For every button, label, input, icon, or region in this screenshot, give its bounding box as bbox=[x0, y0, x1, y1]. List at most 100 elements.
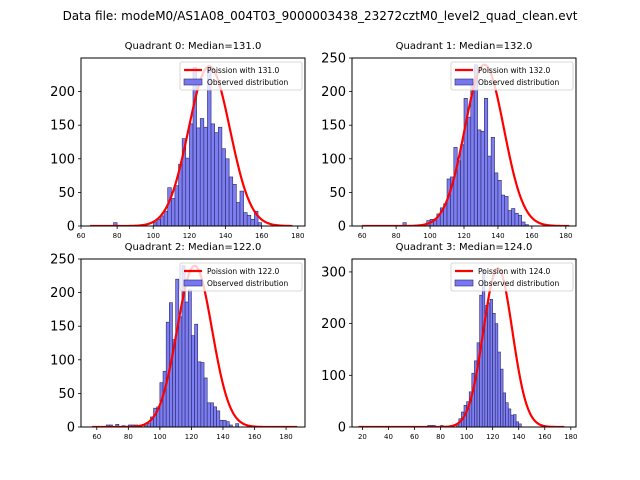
subplot-title: Quadrant 0: Median=131.0 bbox=[125, 41, 262, 52]
histogram-bar bbox=[197, 361, 202, 427]
x-tick-label: 40 bbox=[384, 433, 393, 441]
histogram-bar bbox=[507, 408, 512, 427]
histogram-bar bbox=[500, 368, 504, 427]
y-tick-label: 150 bbox=[50, 320, 75, 335]
x-tick-label: 80 bbox=[113, 232, 122, 240]
histogram-bar bbox=[515, 421, 519, 427]
legend-box bbox=[179, 262, 303, 292]
histogram-bar bbox=[511, 208, 516, 226]
histogram-bar bbox=[207, 67, 212, 226]
x-tick-label: 160 bbox=[255, 232, 268, 240]
y-tick-label: 50 bbox=[329, 186, 346, 201]
subplot-quadrant-3: Quadrant 3: Median=124.0 20 40 60 80 100 120 14… bbox=[321, 242, 577, 441]
legend-bar-swatch bbox=[183, 279, 203, 287]
histogram-bar bbox=[162, 370, 167, 427]
y-tick-label: 150 bbox=[321, 119, 346, 134]
histogram-bar bbox=[236, 202, 241, 226]
histogram-bar bbox=[513, 414, 517, 427]
subplot-quadrant-1: Quadrant 1: Median=132.0 60 80 100 120 140 160… bbox=[321, 41, 577, 240]
x-tick-label: 100 bbox=[153, 433, 166, 441]
legend-line-label: Poission with 122.0 bbox=[207, 267, 280, 276]
legend: Poission with 132.0 Observed distribution bbox=[450, 61, 574, 91]
histogram-bar bbox=[206, 402, 211, 427]
x-tick-label: 60 bbox=[77, 232, 86, 240]
histogram-bar bbox=[213, 406, 217, 427]
y-tick-label: 0 bbox=[338, 220, 346, 235]
x-tick-label: 80 bbox=[436, 433, 445, 441]
y-tick-label: 50 bbox=[58, 186, 75, 201]
histogram-bar bbox=[254, 210, 259, 226]
x-tick-label: 80 bbox=[392, 232, 401, 240]
legend: Poission with 122.0 Observed distribution bbox=[179, 262, 303, 292]
x-tick-label: 60 bbox=[358, 232, 367, 240]
x-tick-label: 160 bbox=[248, 433, 261, 441]
legend-bar-label: Observed distribution bbox=[207, 279, 288, 288]
histogram-bar bbox=[477, 129, 482, 226]
histogram-bar bbox=[214, 132, 219, 226]
histogram-bar bbox=[228, 176, 234, 226]
y-tick-label: 0 bbox=[67, 220, 75, 235]
x-tick-label: 60 bbox=[92, 433, 101, 441]
legend-line-label: Poission with 131.0 bbox=[207, 66, 280, 75]
histogram-bar bbox=[460, 144, 465, 226]
x-tick-label: 20 bbox=[358, 433, 367, 441]
legend-bar-label: Observed distribution bbox=[478, 78, 559, 87]
x-tick-label: 140 bbox=[216, 433, 229, 441]
x-tick-label: 120 bbox=[185, 433, 198, 441]
histogram-bar bbox=[171, 198, 176, 226]
histogram-bar bbox=[492, 312, 496, 427]
histogram-bar bbox=[163, 210, 169, 226]
y-tick-label: 50 bbox=[58, 387, 75, 402]
legend-box bbox=[450, 262, 574, 292]
histogram-bar bbox=[243, 212, 248, 226]
histogram-bar bbox=[484, 98, 489, 226]
legend: Poission with 124.0 Observed distribution bbox=[450, 262, 574, 292]
histogram-bar bbox=[490, 136, 495, 226]
x-tick-label: 120 bbox=[183, 232, 196, 240]
histogram-bar bbox=[200, 362, 205, 427]
legend-bar-swatch bbox=[454, 78, 474, 86]
x-tick-label: 80 bbox=[124, 433, 133, 441]
x-tick-label: 180 bbox=[564, 433, 577, 441]
histogram-bar bbox=[257, 222, 262, 226]
legend: Poission with 131.0 Observed distribution bbox=[179, 61, 303, 91]
histogram-bar bbox=[175, 278, 180, 427]
histogram-bar bbox=[232, 184, 237, 226]
histogram-bar bbox=[235, 423, 240, 427]
x-tick-label: 120 bbox=[486, 433, 499, 441]
histogram-bar bbox=[194, 323, 199, 427]
x-tick-label: 60 bbox=[410, 433, 419, 441]
subplots: Quadrant 0: Median=131.0 60 80 100 120 140 160… bbox=[50, 41, 577, 441]
poisson-curve bbox=[358, 267, 565, 427]
legend-box bbox=[179, 61, 303, 91]
legend-bar-label: Observed distribution bbox=[207, 78, 288, 87]
legend-bar-swatch bbox=[454, 279, 474, 287]
histogram-bar bbox=[184, 301, 189, 427]
histogram-bar bbox=[494, 172, 499, 226]
y-tick-label: 100 bbox=[50, 353, 75, 368]
x-tick-label: 180 bbox=[279, 433, 292, 441]
figure-suptitle: Data file: modeM0/AS1A08_004T03_90000034… bbox=[63, 9, 578, 23]
histogram-bar bbox=[514, 212, 519, 226]
histogram-bar bbox=[489, 299, 493, 427]
histogram-bar bbox=[225, 421, 230, 427]
legend-bar-label: Observed distribution bbox=[478, 279, 559, 288]
y-tick-label: 250 bbox=[50, 253, 75, 268]
y-tick-label: 200 bbox=[321, 85, 346, 100]
x-tick-label: 100 bbox=[460, 433, 473, 441]
histogram-bar bbox=[497, 351, 501, 427]
histogram-bar bbox=[217, 126, 223, 226]
histogram-bar bbox=[487, 155, 492, 226]
histogram-bar bbox=[467, 116, 472, 226]
histogram-bar bbox=[216, 410, 221, 427]
histogram-bar bbox=[501, 194, 506, 226]
histogram-bar bbox=[453, 147, 458, 226]
histogram-bar bbox=[446, 178, 451, 226]
axes-frame bbox=[80, 258, 306, 428]
y-tick-label: 300 bbox=[321, 265, 346, 280]
histogram-bar bbox=[494, 323, 499, 427]
histogram-bar bbox=[250, 218, 255, 226]
x-tick-label: 180 bbox=[291, 232, 304, 240]
y-tick-label: 100 bbox=[321, 369, 346, 384]
histogram-bar bbox=[507, 210, 512, 226]
